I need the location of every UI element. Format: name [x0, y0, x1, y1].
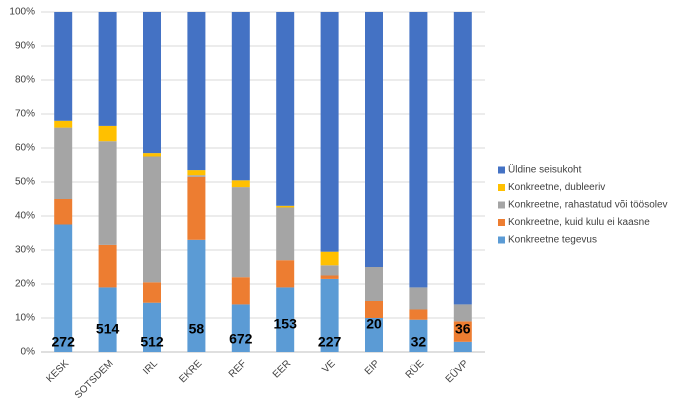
y-tick-label: 100%	[9, 7, 35, 18]
y-tick-label: 90%	[15, 41, 35, 52]
count-label: 512	[140, 334, 164, 350]
bar-segment	[54, 199, 73, 225]
count-label: 20	[366, 316, 382, 332]
bar-segment	[98, 141, 117, 245]
bar-segment	[54, 127, 73, 199]
x-tick-label: VE	[320, 358, 337, 375]
bar-segment	[143, 12, 161, 154]
legend-label: Konkreetne tegevus	[508, 235, 597, 246]
bar-segment	[98, 12, 117, 126]
count-label: 272	[52, 334, 76, 350]
bar-segment	[409, 319, 428, 352]
count-label: 514	[96, 321, 120, 337]
x-tick-label: EKRE	[177, 358, 204, 385]
count-label: 227	[318, 334, 342, 350]
bar-segment	[143, 282, 161, 303]
bar-segment	[54, 224, 73, 352]
y-tick-label: 30%	[15, 245, 35, 256]
x-tick-label: SOTSDEM	[73, 358, 116, 401]
legend-swatch	[498, 201, 505, 209]
legend-swatch	[498, 236, 505, 244]
bar-segment	[365, 318, 383, 352]
bar-segment	[453, 341, 472, 352]
bar-segment	[276, 205, 295, 208]
count-label: 32	[411, 334, 427, 350]
y-tick-label: 40%	[15, 211, 35, 222]
bar-segment	[187, 175, 206, 177]
count-label: 672	[229, 331, 253, 347]
x-tick-label: REF	[227, 358, 249, 380]
bar-segment	[54, 12, 73, 121]
bar-segment	[231, 277, 250, 305]
bar-segment	[409, 287, 428, 310]
count-label: 153	[274, 316, 298, 332]
bar-segment	[231, 187, 250, 278]
y-tick-label: 60%	[15, 143, 35, 154]
x-tick-label: EÜVP	[443, 357, 471, 385]
bar-segment	[98, 244, 117, 288]
bar-segment	[320, 275, 339, 279]
bar-segment	[143, 156, 161, 283]
bar-segment	[231, 304, 250, 352]
x-tick-label: KESK	[45, 358, 72, 385]
bar-segment	[453, 12, 472, 305]
bar-segment	[320, 278, 339, 352]
bar-segment	[409, 12, 428, 288]
y-tick-label: 50%	[15, 177, 35, 188]
bar-segment	[276, 260, 295, 288]
bar-segment	[276, 207, 295, 261]
bar-segment	[187, 176, 206, 240]
bar-segment	[54, 120, 73, 128]
legend-label: Konkreetne, dubleeriv	[508, 182, 605, 193]
bar-segment	[320, 12, 339, 252]
bar-segment	[231, 12, 250, 181]
bar-segment	[276, 12, 295, 206]
bar-segment	[276, 287, 295, 352]
bar-segment	[320, 251, 339, 266]
bar-segment	[187, 170, 206, 176]
legend-swatch	[498, 166, 505, 174]
y-tick-label: 20%	[15, 279, 35, 290]
y-tick-label: 10%	[15, 313, 35, 324]
bar-segment	[187, 12, 206, 171]
bar-segment	[231, 180, 250, 188]
x-tick-label: EER	[271, 358, 293, 380]
y-tick-label: 70%	[15, 109, 35, 120]
bar-segment	[453, 304, 472, 322]
bar-segment	[98, 125, 117, 142]
legend-swatch	[498, 184, 505, 191]
bar-segment	[365, 301, 383, 318]
bar-segment	[453, 321, 472, 342]
y-tick-label: 80%	[15, 75, 35, 86]
bar-segment	[143, 302, 161, 352]
bar-segment	[187, 239, 206, 352]
x-tick-label: IRL	[141, 358, 160, 377]
legend-label: Üldine seisukoht	[508, 164, 582, 176]
legend-label: Konkreetne, kuid kulu ei kaasne	[508, 217, 650, 228]
y-tick-label: 0%	[21, 347, 36, 358]
count-label: 36	[455, 321, 471, 337]
bar-segment	[365, 267, 383, 301]
legend-swatch	[498, 219, 505, 226]
bar-segment	[98, 287, 117, 352]
count-label: 58	[189, 321, 205, 337]
bar-segment	[143, 153, 161, 157]
bar-segment	[409, 309, 428, 320]
bar-segment	[320, 265, 339, 276]
legend-label: Konkreetne, rahastatud või töösolev	[508, 200, 668, 211]
x-tick-label: EIP	[363, 358, 382, 377]
x-tick-label: RÜE	[403, 357, 427, 381]
bar-segment	[365, 12, 383, 267]
